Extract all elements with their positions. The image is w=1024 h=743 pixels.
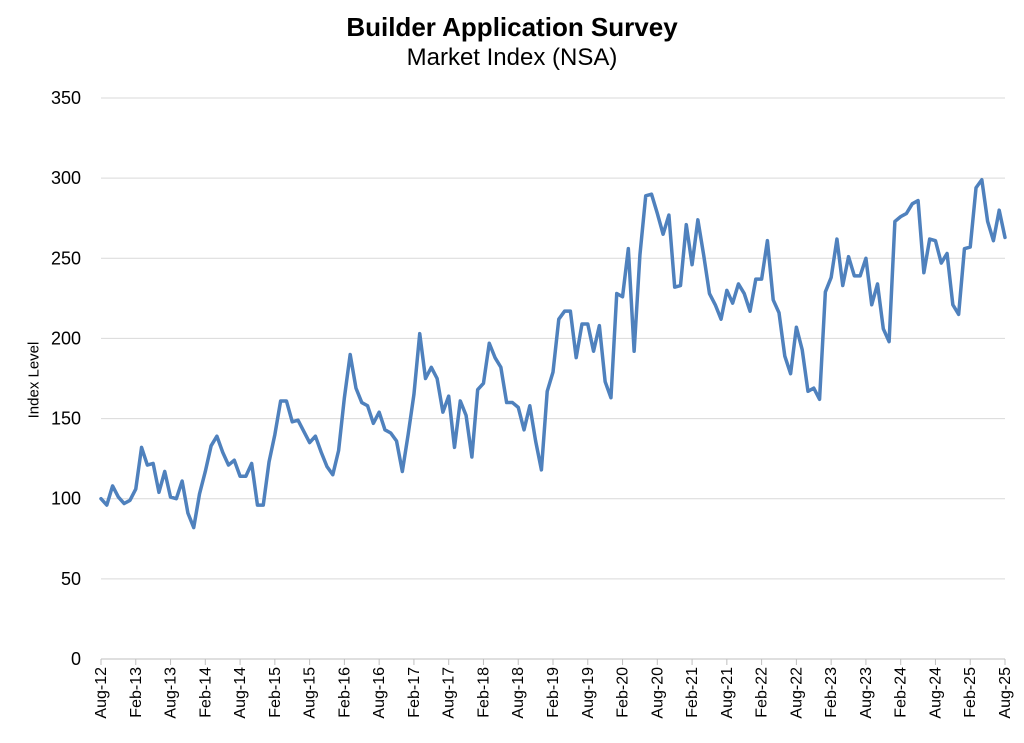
y-tick-label: 50 (61, 569, 81, 589)
x-tick-label: Feb-21 (684, 667, 701, 718)
series-line (99, 178, 1007, 530)
y-tick-label: 350 (51, 88, 81, 108)
x-tick-label: Aug-13 (163, 667, 180, 719)
y-tick-label: 250 (51, 248, 81, 268)
x-tick-label: Feb-24 (893, 667, 910, 718)
x-tick-label: Aug-12 (93, 667, 110, 719)
chart-subtitle: Market Index (NSA) (406, 44, 618, 71)
y-tick-label: 0 (71, 649, 81, 669)
y-tick-label: 300 (51, 168, 81, 188)
x-tick-label: Aug-25 (997, 667, 1014, 719)
x-tick-label: Aug-15 (302, 667, 319, 719)
x-tick-label: Feb-15 (267, 667, 284, 718)
x-tick-label: Feb-20 (615, 667, 632, 718)
y-tick-label: 200 (51, 328, 81, 348)
x-tick-label: Feb-17 (406, 667, 423, 718)
x-tick-label: Aug-23 (858, 667, 875, 719)
x-tick-label: Aug-24 (927, 667, 944, 719)
x-tick-label: Feb-13 (128, 667, 145, 718)
x-tick-label: Aug-22 (788, 667, 805, 719)
x-tick-label: Feb-25 (962, 667, 979, 718)
x-tick-label: Aug-17 (441, 667, 458, 719)
x-tick-label: Aug-20 (649, 667, 666, 719)
x-tick-label: Aug-19 (580, 667, 597, 719)
x-tick-label: Aug-18 (510, 667, 527, 719)
x-tick-label: Aug-21 (719, 667, 736, 719)
x-tick-label: Feb-14 (197, 667, 214, 718)
x-tick-label: Feb-19 (545, 667, 562, 718)
x-tick-label: Aug-16 (371, 667, 388, 719)
x-tick-label: Feb-22 (754, 667, 771, 718)
x-tick-label: Feb-16 (336, 667, 353, 718)
y-tick-label: 150 (51, 409, 81, 429)
x-tick-label: Feb-18 (475, 667, 492, 718)
y-tick-label: 100 (51, 489, 81, 509)
x-tick-label: Aug-14 (232, 667, 249, 719)
chart-title: Builder Application Survey (346, 12, 678, 42)
x-tick-label: Feb-23 (823, 667, 840, 718)
